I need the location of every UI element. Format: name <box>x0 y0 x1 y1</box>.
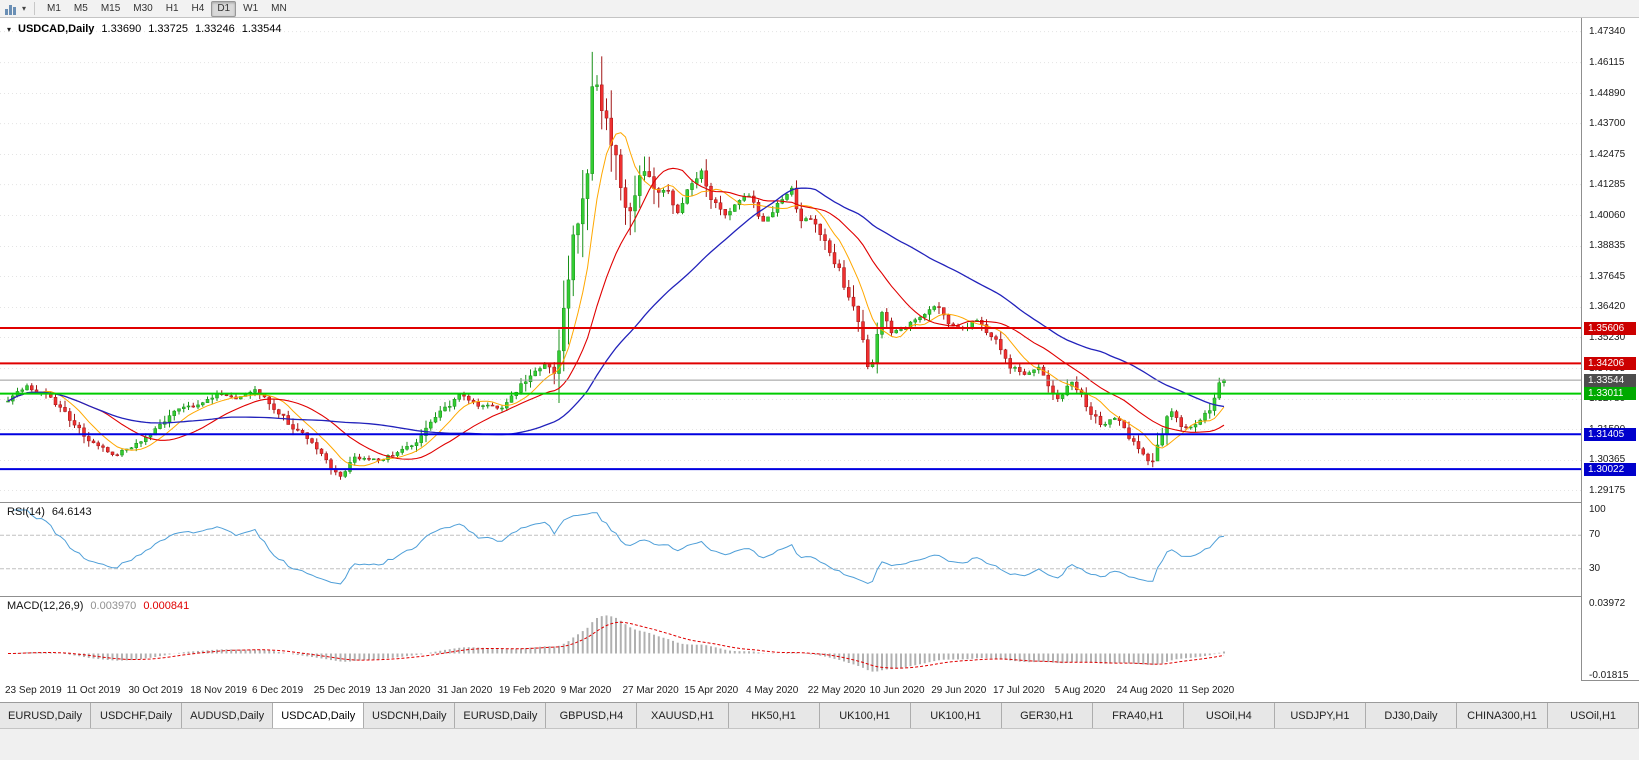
price-tag-support-green[interactable]: 1.33011 <box>1584 387 1636 401</box>
timeframe-button-m1[interactable]: M1 <box>47 2 61 14</box>
chart-tab-dj30-daily-15[interactable]: DJ30,Daily <box>1365 703 1457 728</box>
date-label-221: 5 Aug 2020 <box>1054 685 1106 696</box>
price-tick-1.46115: 1.46115 <box>1589 56 1625 68</box>
price-tag-support-blue-upper[interactable]: 1.31405 <box>1584 427 1636 441</box>
macd-indicator-label: MACD(12,26,9) 0.003970 0.000841 <box>7 600 189 612</box>
chart-tab-uk100-h1-10[interactable]: UK100,H1 <box>910 703 1002 728</box>
date-label-130: 27 Mar 2020 <box>622 685 679 696</box>
time-axis[interactable]: 23 Sep 2019 11 Oct 2019 30 Oct 2019 18 Nov … <box>0 680 1581 702</box>
timeframe-button-m30[interactable]: M30 <box>133 2 153 14</box>
chart-tab-ger30-h1-11[interactable]: GER30,H1 <box>1001 703 1093 728</box>
chart-tab-usoil-h1-17[interactable]: USOil,H1 <box>1548 703 1639 728</box>
ohlc-high: 1.33725 <box>148 23 188 35</box>
timeframe-button-w1[interactable]: W1 <box>243 2 259 14</box>
date-label-169: 22 May 2020 <box>807 685 866 696</box>
status-bar <box>0 728 1639 760</box>
price-tick-1.40060: 1.40060 <box>1589 209 1626 221</box>
price-tick-1.38835: 1.38835 <box>1589 240 1626 252</box>
timeframe-button-m15[interactable]: M15 <box>100 2 121 14</box>
price-tick-1.29175: 1.29175 <box>1589 484 1626 496</box>
rsi-name: RSI(14) <box>7 506 45 518</box>
price-tag-bid-line[interactable]: 1.33544 <box>1584 373 1636 387</box>
chart-dropdown-caret-icon[interactable]: ▾ <box>22 4 27 13</box>
date-label-13: 11 Oct 2019 <box>66 685 121 696</box>
macd-tick-0.03972: 0.03972 <box>1589 598 1626 610</box>
timeframe-button-m5[interactable]: M5 <box>73 2 88 14</box>
ohlc-low: 1.33246 <box>194 23 235 35</box>
price-tag-support-blue-lower[interactable]: 1.30022 <box>1584 462 1636 476</box>
chart-tab-uk100-h1-9[interactable]: UK100,H1 <box>819 703 911 728</box>
price-scale[interactable]: 1.47340 1.46115 1.44890 1.43700 1.42475 1.412… <box>1581 18 1639 682</box>
date-label-91: 31 Jan 2020 <box>437 685 493 696</box>
date-label-0: 23 Sep 2019 <box>5 685 62 696</box>
timeframe-button-d1[interactable]: D1 <box>211 0 237 17</box>
price-tick-1.35230: 1.35230 <box>1589 331 1626 343</box>
chart-plot-area[interactable] <box>0 18 1581 680</box>
macd-value-signal: 0.000841 <box>143 600 190 612</box>
rsi-value: 64.6143 <box>51 506 92 518</box>
timeframe-buttons: M1 M5 M15 M30 H1 H4 D1 W1 MN <box>41 0 293 17</box>
rsi-indicator-label: RSI(14) 64.6143 <box>7 506 92 518</box>
chart-tab-audusd-daily-2[interactable]: AUDUSD,Daily <box>182 703 274 728</box>
chart-tab-usdcad-daily-3[interactable]: USDCAD,Daily <box>273 703 365 728</box>
date-label-182: 10 Jun 2020 <box>869 685 925 696</box>
price-tag-resistance-upper[interactable]: 1.35606 <box>1584 321 1636 335</box>
date-label-156: 4 May 2020 <box>746 685 799 696</box>
date-label-195: 29 Jun 2020 <box>931 685 987 696</box>
price-tick-1.37645: 1.37645 <box>1589 270 1626 282</box>
chart-tab-eurusd-daily-5[interactable]: EURUSD,Daily <box>455 703 547 728</box>
date-label-78: 13 Jan 2020 <box>375 685 431 696</box>
price-tick-1.42475: 1.42475 <box>1589 148 1626 160</box>
date-label-143: 15 Apr 2020 <box>684 685 739 696</box>
chart-tab-china300-h1-16[interactable]: CHINA300,H1 <box>1457 703 1549 728</box>
price-tick-1.44890: 1.44890 <box>1589 87 1626 99</box>
date-label-234: 24 Aug 2020 <box>1116 685 1173 696</box>
rsi-tick-100: 100 <box>1589 504 1606 515</box>
chart-ohlc-header: ▾ USDCAD,Daily 1.33690 1.33725 1.33246 1… <box>7 23 281 35</box>
price-tag-resistance-lower[interactable]: 1.34206 <box>1584 356 1636 370</box>
price-tick-1.36420: 1.36420 <box>1589 301 1626 313</box>
chart-tab-fra40-h1-12[interactable]: FRA40,H1 <box>1092 703 1184 728</box>
chart-tab-usdjpy-h1-14[interactable]: USDJPY,H1 <box>1274 703 1366 728</box>
date-label-52: 6 Dec 2019 <box>252 685 304 696</box>
chart-tab-usdcnh-daily-4[interactable]: USDCNH,Daily <box>364 703 456 728</box>
price-tick-1.30365: 1.30365 <box>1589 454 1626 466</box>
rsi-tick-70: 70 <box>1589 529 1601 541</box>
chart-tab-usoil-h4-13[interactable]: USOil,H4 <box>1183 703 1275 728</box>
date-label-247: 11 Sep 2020 <box>1178 685 1235 696</box>
price-tick-1.41285: 1.41285 <box>1589 178 1626 190</box>
chart-tab-eurusd-daily-0[interactable]: EURUSD,Daily <box>0 703 92 728</box>
symbol-caret-icon[interactable]: ▾ <box>7 24 12 34</box>
price-tick-1.43700: 1.43700 <box>1589 117 1626 129</box>
date-label-65: 25 Dec 2019 <box>313 685 371 696</box>
ohlc-close: 1.33544 <box>241 23 282 35</box>
date-label-208: 17 Jul 2020 <box>993 685 1045 696</box>
date-label-26: 30 Oct 2019 <box>128 685 183 696</box>
toolbar-separator <box>34 2 36 15</box>
chart-tab-hk50-h1-8[interactable]: HK50,H1 <box>728 703 820 728</box>
chart-tab-xauusd-h1-7[interactable]: XAUUSD,H1 <box>637 703 729 728</box>
timeframe-button-h4[interactable]: H4 <box>191 2 205 14</box>
ohlc-open: 1.33690 <box>101 23 142 35</box>
timeframe-button-h1[interactable]: H1 <box>165 2 179 14</box>
timeframe-button-mn[interactable]: MN <box>271 2 287 14</box>
macd-name: MACD(12,26,9) <box>7 600 84 612</box>
chart-tab-gbpusd-h4-6[interactable]: GBPUSD,H4 <box>546 703 638 728</box>
date-label-39: 18 Nov 2019 <box>190 685 247 696</box>
macd-value-main: 0.003970 <box>90 600 137 612</box>
macd-tick--0.01815: -0.01815 <box>1589 670 1629 682</box>
rsi-tick-30: 30 <box>1589 562 1601 574</box>
date-label-117: 9 Mar 2020 <box>560 685 612 696</box>
price-tick-1.47340: 1.47340 <box>1589 25 1626 37</box>
chart-tab-bar: EURUSD,Daily USDCHF,Daily AUDUSD,Daily USDC… <box>0 702 1639 728</box>
date-label-104: 19 Feb 2020 <box>499 685 556 696</box>
timeframe-toolbar: ▾ M1 M5 M15 M30 H1 H4 D1 W1 MN <box>0 0 1639 18</box>
chart-type-icon[interactable] <box>4 3 20 15</box>
chart-title: USDCAD,Daily <box>18 23 95 35</box>
chart-tab-usdchf-daily-1[interactable]: USDCHF,Daily <box>91 703 183 728</box>
